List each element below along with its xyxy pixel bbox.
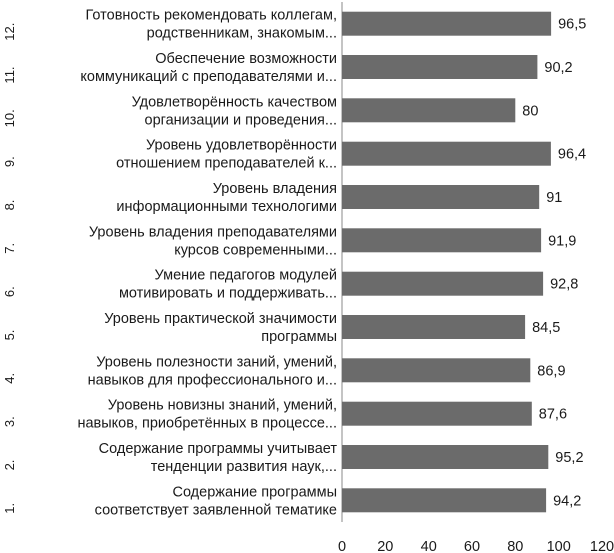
value-label-3: 87,6: [539, 407, 567, 423]
category-number-11: 11.: [2, 66, 17, 83]
value-label-2: 95,2: [555, 450, 583, 466]
x-tick-label-20: 20: [377, 539, 393, 553]
category-label-1-line-2: соответствует заявленной тематике: [95, 502, 337, 518]
value-label-1: 94,2: [553, 493, 581, 509]
bar-6: [342, 271, 544, 296]
bar-2: [342, 445, 549, 469]
category-number-7: 7.: [2, 243, 17, 254]
category-label-7-line-1: Уровень владения преподавателями: [89, 224, 337, 240]
value-label-8: 91: [546, 190, 562, 206]
category-label-11-line-2: коммуникаций с преподавателями и...: [80, 69, 337, 85]
value-label-4: 86,9: [537, 363, 565, 379]
category-label-3-line-2: навыков, приобретённых в процессе...: [77, 416, 337, 432]
category-label-1-line-1: Содержание программы: [172, 484, 337, 500]
category-label-10-line-2: организации и проведения...: [145, 112, 337, 128]
category-label-2-line-2: тенденции развития наук,...: [151, 459, 337, 475]
value-label-5: 84,5: [532, 320, 560, 336]
value-label-12: 96,5: [558, 17, 586, 33]
category-label-4-line-2: навыков для профессионального и...: [88, 372, 337, 388]
category-label-8-line-2: информационными технологими: [116, 199, 337, 215]
category-label-11-line-1: Обеспечение возможности: [155, 51, 337, 67]
category-label-6-line-1: Умение педагогов модулей: [155, 268, 337, 284]
category-label-5-line-1: Уровень практической значимости: [104, 311, 337, 327]
category-label-5-line-2: программы: [261, 329, 337, 345]
bar-1: [342, 488, 547, 513]
bar-7: [342, 228, 542, 253]
category-number-2: 2.: [2, 460, 17, 471]
category-number-12: 12.: [2, 23, 17, 41]
x-tick-label-100: 100: [547, 539, 571, 553]
x-tick-label-120: 120: [590, 539, 614, 553]
category-number-10: 10.: [2, 109, 17, 127]
bar-12: [342, 11, 552, 36]
category-label-9-line-2: отношением преподавателей к...: [116, 156, 337, 172]
category-label-3-line-1: Уровень новизны знаний, умений,: [108, 398, 337, 414]
category-label-4-line-1: Уровень полезности заний, умений,: [96, 354, 337, 370]
bar-10: [342, 98, 516, 123]
x-tick-label-0: 0: [338, 539, 346, 553]
x-tick-label-40: 40: [421, 539, 437, 553]
value-label-11: 90,2: [544, 60, 572, 76]
category-number-8: 8.: [2, 200, 17, 211]
category-label-7-line-2: курсов современными...: [174, 242, 337, 258]
category-number-1: 1.: [2, 503, 17, 514]
category-label-10-line-1: Удовлетворённость качеством: [132, 94, 337, 110]
value-label-10: 80: [522, 103, 538, 119]
category-label-2-line-1: Содержание программы учитывает: [99, 441, 338, 457]
bar-4: [342, 358, 531, 383]
category-number-5: 5.: [2, 330, 17, 341]
category-number-6: 6.: [2, 286, 17, 297]
category-number-3: 3.: [2, 416, 17, 427]
value-label-6: 92,8: [550, 277, 578, 293]
category-label-8-line-1: Уровень владения: [213, 181, 337, 197]
category-number-4: 4.: [2, 373, 17, 384]
category-label-12-line-2: родственникам, знакомым...: [147, 26, 337, 42]
value-label-7: 91,9: [548, 233, 576, 249]
value-label-9: 96,4: [558, 147, 586, 163]
x-tick-label-80: 80: [507, 539, 523, 553]
bar-3: [342, 401, 532, 426]
category-label-9-line-1: Уровень удовлетворённости: [146, 138, 337, 154]
bar-11: [342, 55, 538, 79]
bar-5: [342, 315, 526, 339]
x-tick-label-60: 60: [464, 539, 480, 553]
bar-8: [342, 185, 540, 209]
category-number-9: 9.: [2, 156, 17, 167]
category-label-12-line-1: Готовность рекомендовать коллегам,: [86, 8, 337, 24]
bar-9: [342, 141, 551, 166]
category-label-6-line-2: мотивировать и поддерживать...: [119, 286, 337, 302]
